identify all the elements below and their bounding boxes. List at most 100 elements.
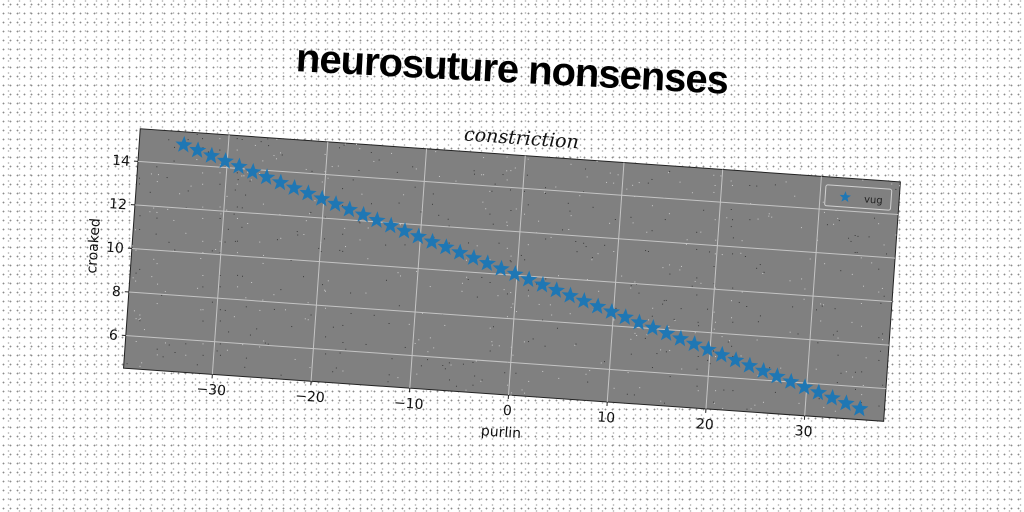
noise-dot (438, 214, 440, 216)
noise-dot (168, 344, 170, 346)
noise-dot (638, 182, 640, 184)
noise-dot (696, 277, 698, 279)
data-point (630, 313, 648, 331)
noise-dot (769, 367, 771, 369)
x-tick-label: −20 (295, 388, 326, 406)
noise-dot (555, 186, 557, 188)
noise-dot (728, 340, 731, 342)
noise-dot (801, 278, 803, 280)
data-point (189, 141, 207, 158)
noise-dot (224, 241, 226, 243)
noise-dot (280, 374, 282, 376)
noise-dot (226, 195, 228, 197)
noise-dot (826, 224, 828, 226)
noise-dot (771, 216, 773, 218)
noise-dot (709, 363, 711, 365)
noise-dot (715, 390, 717, 392)
noise-dot (268, 145, 270, 147)
noise-dot (156, 211, 158, 213)
noise-dot (260, 141, 262, 143)
noise-dot (342, 250, 344, 252)
noise-dot (481, 379, 483, 381)
noise-dot (506, 156, 508, 158)
noise-dot (664, 219, 666, 221)
noise-dot (789, 331, 791, 333)
y-tick-label: 10 (105, 240, 124, 257)
noise-dot (358, 169, 360, 171)
noise-dot (882, 333, 884, 335)
noise-dot (780, 367, 782, 369)
noise-dot (167, 208, 169, 210)
noise-dot (732, 321, 734, 323)
data-point (285, 179, 303, 196)
noise-dot (731, 345, 733, 347)
noise-dot (481, 174, 483, 176)
noise-dot (139, 314, 141, 316)
noise-dot (749, 184, 751, 187)
noise-dot (613, 182, 615, 184)
noise-dot (669, 273, 671, 275)
noise-dot (219, 217, 221, 219)
noise-dot (862, 179, 864, 181)
noise-dot (660, 400, 662, 402)
noise-dot (815, 368, 817, 370)
noise-dot (467, 278, 469, 281)
noise-dot (150, 173, 152, 175)
noise-dot (852, 376, 854, 378)
grid-line-y (128, 291, 890, 346)
noise-dot (732, 219, 734, 221)
noise-dot (197, 287, 199, 289)
noise-dot (691, 192, 693, 194)
noise-dot (280, 237, 282, 239)
noise-dot (168, 139, 170, 141)
noise-dot (709, 251, 711, 253)
noise-dot (305, 168, 307, 170)
noise-dot (135, 280, 137, 282)
noise-dot (219, 183, 221, 185)
noise-dot (703, 209, 705, 211)
noise-dot (491, 341, 493, 343)
noise-dot (345, 348, 347, 350)
noise-dot (507, 384, 509, 386)
data-point (603, 302, 621, 320)
noise-dot (273, 308, 275, 310)
noise-dot (135, 340, 137, 343)
noise-dot (461, 290, 463, 292)
noise-dot (549, 304, 551, 306)
noise-dot (485, 208, 487, 210)
y-tick-label: 8 (111, 284, 121, 301)
noise-dot (489, 259, 491, 261)
noise-dot (228, 331, 230, 333)
data-point (175, 135, 193, 153)
noise-dot (715, 356, 717, 358)
noise-dot (674, 319, 676, 321)
noise-dot (680, 308, 682, 310)
noise-dot (429, 286, 431, 288)
noise-dot (216, 350, 218, 352)
noise-dot (149, 191, 151, 193)
noise-dot (335, 367, 337, 369)
noise-dot (714, 184, 716, 187)
legend-star (839, 191, 852, 203)
noise-dot (740, 355, 742, 357)
noise-dot (156, 166, 158, 168)
noise-dot (202, 354, 204, 356)
noise-dot (498, 242, 500, 244)
data-point (782, 372, 800, 390)
noise-dot (164, 342, 167, 344)
noise-dot (712, 350, 714, 352)
noise-dot (713, 174, 715, 176)
noise-dot (732, 253, 734, 255)
noise-dot (691, 285, 693, 287)
noise-dot (343, 144, 345, 146)
noise-dot (467, 242, 470, 244)
noise-dot (575, 240, 577, 243)
noise-dot (472, 384, 474, 386)
noise-dot (700, 231, 702, 233)
noise-dot (251, 281, 253, 284)
noise-dot (558, 377, 560, 379)
noise-dot (249, 334, 251, 336)
data-point (244, 162, 262, 180)
noise-dot (332, 326, 334, 328)
noise-dot (202, 309, 204, 311)
